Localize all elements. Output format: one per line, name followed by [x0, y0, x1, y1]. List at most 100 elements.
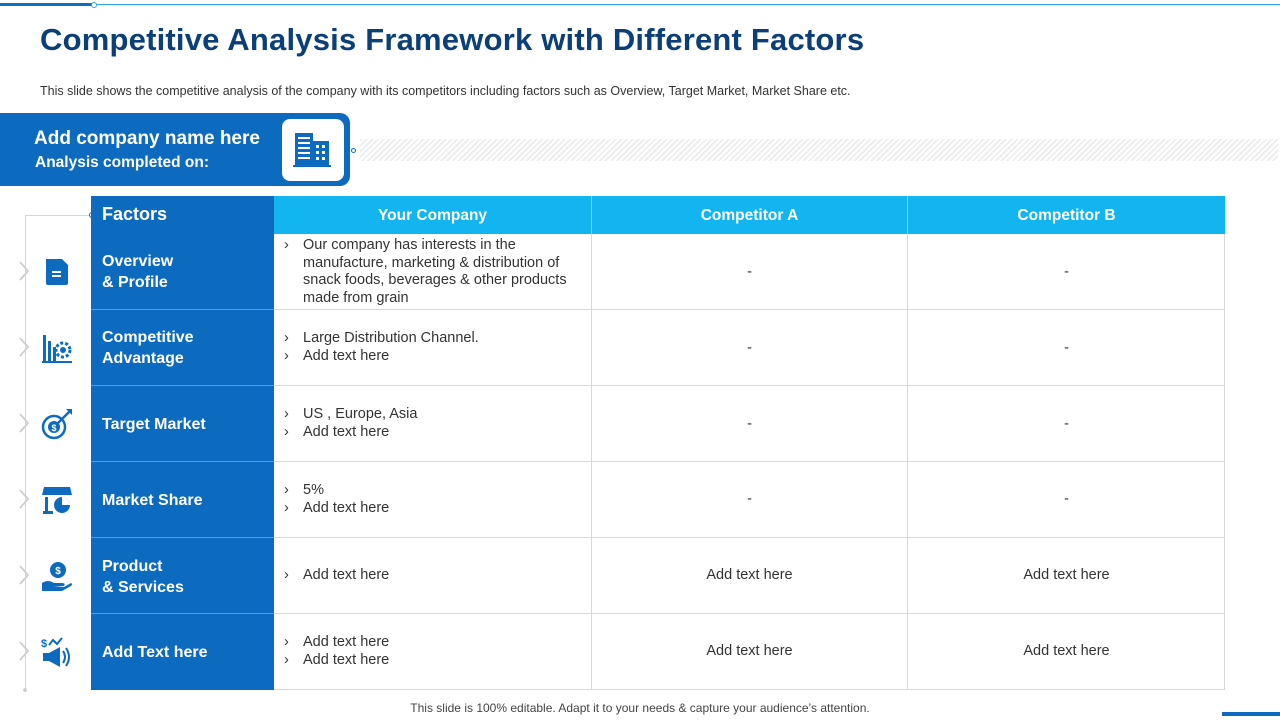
your-company-cell: › Add text here — [284, 567, 389, 585]
factor-divider — [91, 309, 274, 310]
header-divider — [591, 196, 592, 234]
factor-label: Competitive Advantage — [102, 329, 194, 367]
hand-dollar-gear-icon: $ — [42, 562, 72, 591]
competitor-b-cell: Add text here — [1023, 567, 1110, 583]
top-divider-accent — [0, 3, 92, 6]
factor-divider — [91, 385, 274, 386]
row-divider — [274, 689, 1225, 690]
company-name: Add company name here — [34, 128, 260, 149]
bullet-text: 5% — [303, 482, 324, 498]
chevron-right-icon — [19, 337, 30, 357]
your-company-cell: › Large Distribution Channel. › Add text h… — [284, 330, 479, 365]
competitor-a-cell: - — [747, 340, 752, 356]
bullet-text: Our company has interests in the manufac… — [303, 237, 567, 306]
bullet-item: › 5% — [284, 482, 389, 500]
factor-divider — [91, 537, 274, 538]
footer-accent-bar — [1222, 712, 1280, 716]
table-header-row — [274, 196, 1225, 234]
bullet-text: Add text here — [303, 634, 390, 650]
row-divider — [274, 613, 1225, 614]
your-company-cell: › 5% › Add text here — [284, 482, 389, 517]
banner-connector-dot — [351, 148, 356, 153]
svg-text:$: $ — [41, 638, 47, 650]
factor-divider — [91, 461, 274, 462]
factor-label: Target Market — [102, 416, 206, 433]
target-dollar-icon: $ — [41, 409, 72, 440]
column-header-your-company: Your Company — [377, 207, 488, 224]
svg-text:$: $ — [51, 423, 56, 433]
timeline-end-dot — [23, 688, 27, 692]
competitor-b-cell: - — [1064, 264, 1069, 280]
bullet-item: › Add text here — [284, 348, 479, 366]
bullet-marker: › — [284, 482, 289, 498]
factor-label: Product & Services — [102, 558, 184, 596]
bullet-marker: › — [284, 499, 289, 516]
bullet-item: › Add text here — [284, 424, 417, 442]
competitor-a-cell: - — [747, 416, 752, 432]
factor-label: Market Share — [102, 492, 203, 509]
bullet-marker: › — [284, 567, 289, 583]
your-company-cell: › Our company has interests in the manufa… — [284, 237, 584, 307]
bullet-text: Add text here — [303, 567, 390, 583]
row-divider — [274, 385, 1225, 386]
chart-gear-icon — [42, 335, 72, 363]
bullet-item: › Add text here — [284, 567, 389, 585]
factors-header: Factors — [102, 204, 168, 224]
factor-divider — [91, 613, 274, 614]
competitor-b-cell: - — [1064, 491, 1069, 507]
competitor-b-cell: - — [1064, 416, 1069, 432]
building-icon — [293, 133, 331, 167]
megaphone-dollar-icon: $ — [41, 637, 70, 667]
column-divider — [591, 234, 592, 690]
header-divider — [907, 196, 908, 234]
bullet-text: Add text here — [303, 499, 390, 516]
bullet-marker: › — [284, 651, 289, 668]
chevron-right-icon — [19, 565, 30, 585]
bullet-text: Add text here — [303, 651, 390, 668]
bullet-item: › Large Distribution Channel. — [284, 330, 479, 348]
bullet-item: › Add text here — [284, 634, 389, 652]
analysis-date-label: Analysis completed on: — [35, 154, 209, 171]
bullet-marker: › — [284, 634, 289, 650]
document-icon — [46, 259, 68, 285]
factor-label: Overview & Profile — [102, 253, 174, 291]
your-company-cell: › Add text here › Add text here — [284, 634, 389, 669]
bullet-text: US , Europe, Asia — [303, 406, 418, 422]
slide-title: Competitive Analysis Framework with Diff… — [40, 22, 865, 57]
competitor-a-cell: - — [747, 264, 752, 280]
competitor-b-cell: - — [1064, 340, 1069, 356]
competitor-a-cell: Add text here — [706, 567, 793, 583]
bullet-text: Large Distribution Channel. — [303, 330, 479, 346]
bullet-item: › US , Europe, Asia — [284, 406, 417, 424]
bullet-item: › Our company has interests in the manufa… — [284, 237, 584, 307]
bullet-item: › Add text here — [284, 500, 389, 518]
bullet-marker: › — [284, 237, 289, 253]
chevron-right-icon — [19, 261, 30, 281]
column-divider — [907, 234, 908, 690]
store-pie-icon — [42, 487, 72, 514]
bullet-marker: › — [284, 406, 289, 422]
column-header-competitor-a: Competitor A — [700, 207, 799, 224]
bullet-text: Add text here — [303, 347, 390, 364]
competitor-a-cell: - — [747, 491, 752, 507]
chevron-right-icon — [19, 641, 30, 661]
row-divider — [274, 461, 1225, 462]
competitor-a-cell: Add text here — [706, 643, 793, 659]
timeline-connector — [25, 215, 91, 216]
top-divider-dot — [91, 2, 97, 8]
column-header-competitor-b: Competitor B — [1017, 207, 1116, 224]
slide-footer: This slide is 100% editable. Adapt it to… — [410, 701, 870, 715]
slide-subtitle: This slide shows the competitive analysi… — [40, 84, 851, 98]
timeline-line — [25, 215, 26, 690]
bullet-marker: › — [284, 423, 289, 440]
bullet-item: › Add text here — [284, 652, 389, 670]
chevron-right-icon — [19, 413, 30, 433]
competitor-b-cell: Add text here — [1023, 643, 1110, 659]
your-company-cell: › US , Europe, Asia › Add text here — [284, 406, 417, 441]
bullet-marker: › — [284, 347, 289, 364]
company-icon-box — [282, 119, 344, 181]
hatch-strip — [360, 139, 1278, 161]
top-divider — [0, 4, 1280, 5]
column-divider — [1224, 234, 1225, 690]
chevron-right-icon — [19, 489, 30, 509]
